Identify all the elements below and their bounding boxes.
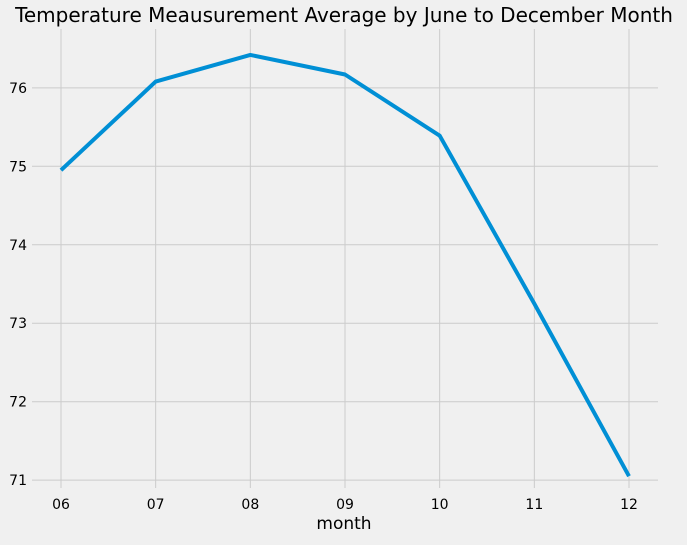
x-tick-label: 09 (336, 497, 354, 513)
data-point (343, 73, 347, 77)
x-tick-label: 12 (620, 497, 638, 513)
y-tick-label: 71 (9, 473, 27, 489)
data-point (154, 80, 158, 84)
x-tick-label: 10 (431, 497, 449, 513)
y-tick-label: 74 (9, 238, 27, 254)
x-tick-label: 11 (525, 497, 543, 513)
y-tick-label: 75 (9, 159, 27, 175)
grid-layer (32, 29, 658, 488)
data-point (627, 474, 631, 478)
data-point (532, 302, 536, 306)
data-point (248, 53, 252, 57)
data-point (59, 168, 63, 172)
chart-title: Temperature Meausurement Average by June… (14, 3, 673, 27)
y-tick-label: 76 (9, 81, 27, 97)
x-tick-label: 08 (241, 497, 259, 513)
x-axis-label: month (316, 514, 371, 534)
y-tick-label: 73 (9, 316, 27, 332)
x-tick-label: 06 (52, 497, 70, 513)
x-tick-label: 07 (147, 497, 165, 513)
tick-layer: 06 07 08 09 10 11 12 71 72 73 74 75 76 (9, 81, 638, 513)
series-line (59, 52, 631, 478)
y-tick-label: 72 (9, 395, 27, 411)
series-layer (59, 52, 631, 478)
data-point (438, 134, 442, 138)
